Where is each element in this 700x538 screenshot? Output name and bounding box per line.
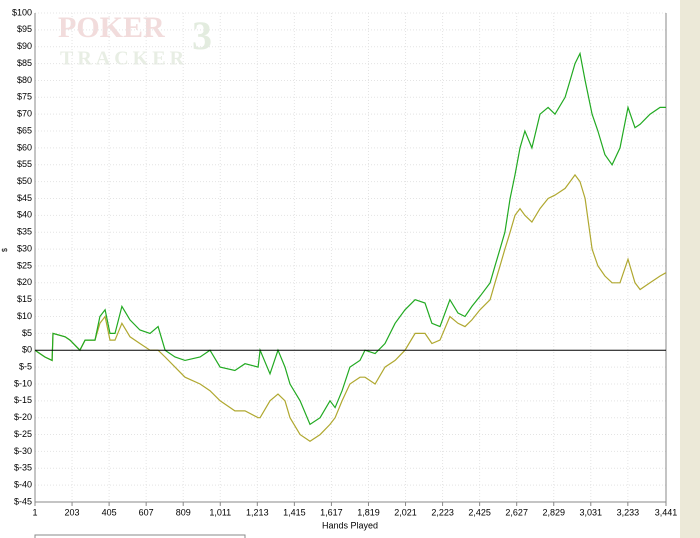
y-tick-label: $-35 — [14, 463, 32, 473]
watermark: TRACKER — [60, 48, 188, 70]
y-tick-label: $45 — [17, 193, 32, 203]
x-tick-label: 1,213 — [246, 507, 269, 517]
x-tick-label: 1,819 — [357, 507, 380, 517]
y-tick-label: $10 — [17, 311, 32, 321]
y-tick-label: $75 — [17, 92, 32, 102]
y-tick-label: $5 — [22, 328, 32, 338]
y-tick-label: $-40 — [14, 480, 32, 490]
watermark: POKER — [58, 11, 165, 44]
series-line — [34, 173, 667, 443]
x-tick-label: 2,021 — [394, 507, 417, 517]
y-tick-label: $55 — [17, 159, 32, 169]
x-axis-label: Hands Played — [322, 520, 378, 530]
x-tick-label: 607 — [139, 507, 154, 517]
y-tick-label: $-5 — [19, 361, 32, 371]
y-tick-label: $65 — [17, 125, 32, 135]
y-tick-label: $0 — [22, 345, 32, 355]
x-tick-label: 3,233 — [617, 507, 640, 517]
y-tick-label: $-45 — [14, 496, 32, 506]
x-tick-label: 2,425 — [468, 507, 491, 517]
y-tick-label: $-20 — [14, 412, 32, 422]
x-tick-label: 1 — [32, 507, 37, 517]
y-tick-label: $60 — [17, 142, 32, 152]
x-tick-label: 2,627 — [505, 507, 528, 517]
y-tick-label: $50 — [17, 176, 32, 186]
legend-box — [34, 534, 246, 538]
y-tick-label: $-10 — [14, 378, 32, 388]
y-tick-label: $90 — [17, 41, 32, 51]
background — [0, 0, 680, 538]
y-tick-label: $40 — [17, 210, 32, 220]
x-tick-label: 203 — [65, 507, 80, 517]
y-tick-label: $30 — [17, 243, 32, 253]
y-tick-label: $100 — [12, 7, 32, 17]
x-tick-label: 809 — [176, 507, 191, 517]
y-tick-label: $-25 — [14, 429, 32, 439]
y-tick-label: $15 — [17, 294, 32, 304]
x-tick-label: 2,829 — [542, 507, 565, 517]
x-tick-label: 1,415 — [283, 507, 306, 517]
y-tick-label: $35 — [17, 227, 32, 237]
y-tick-label: $-15 — [14, 395, 32, 405]
y-tick-label: $-30 — [14, 446, 32, 456]
x-tick-label: 405 — [102, 507, 117, 517]
y-tick-label: $85 — [17, 58, 32, 68]
y-tick-label: $25 — [17, 260, 32, 270]
x-tick-label: 1,011 — [209, 507, 231, 517]
watermark: 3 — [192, 13, 212, 58]
y-tick-label: $95 — [17, 24, 32, 34]
x-tick-label: 2,223 — [431, 507, 454, 517]
x-tick-label: 3,441 — [655, 507, 678, 517]
series-line — [34, 51, 666, 426]
y-tick-label: $80 — [17, 75, 32, 85]
x-tick-label: 3,031 — [580, 507, 603, 517]
y-tick-label: $70 — [17, 109, 32, 119]
side-panel — [680, 0, 700, 538]
x-tick-label: 1,617 — [320, 507, 343, 517]
y-axis-label: $ — [2, 248, 9, 252]
y-tick-label: $20 — [17, 277, 32, 287]
